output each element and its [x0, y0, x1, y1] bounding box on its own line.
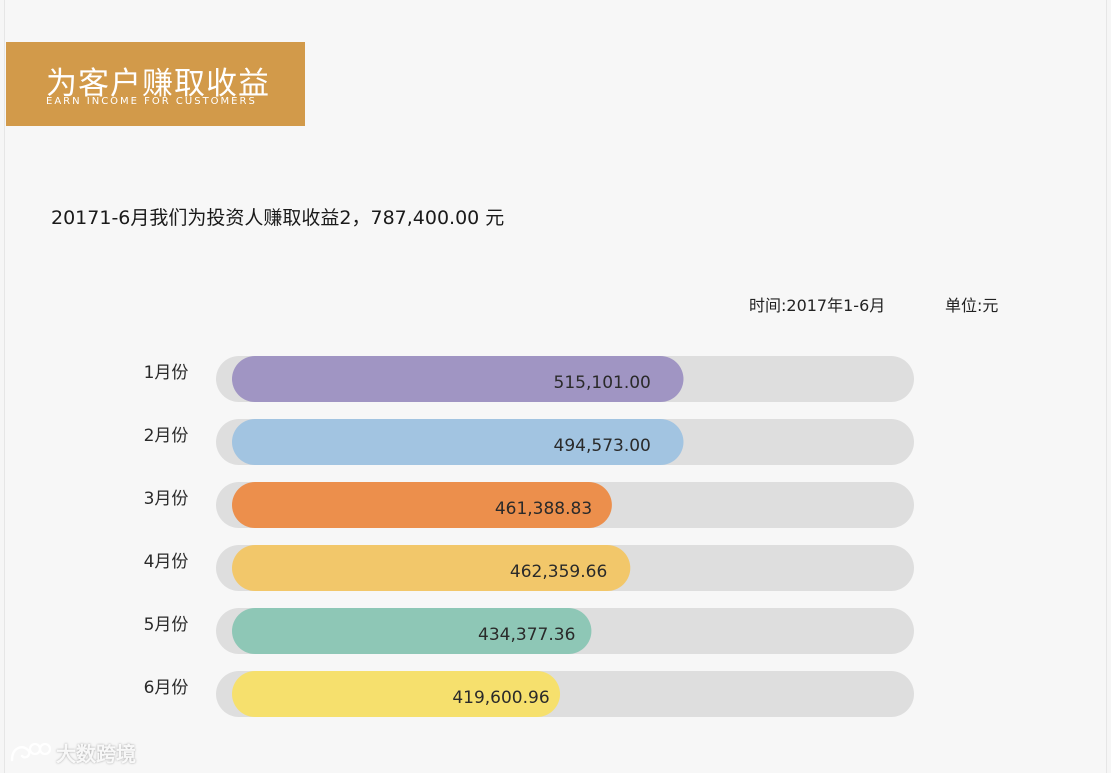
category-label: 5月份	[144, 615, 189, 635]
bar	[232, 545, 631, 591]
category-label: 3月份	[144, 489, 189, 509]
time-range-label: 时间:2017年1-6月	[749, 296, 886, 315]
category-label: 2月份	[144, 426, 189, 446]
watermark-text: 大数跨境	[56, 742, 136, 766]
monthly-earnings-chart: 1月份 515,101.00 2月份 494,573.00 3月份 461,388.83 4…	[144, 356, 914, 717]
value-label: 515,101.00	[554, 373, 651, 393]
watermark: 大数跨境	[8, 738, 136, 767]
bar	[232, 482, 612, 528]
category-label: 6月份	[144, 678, 189, 698]
unit-label: 单位:元	[945, 296, 999, 315]
summary-text: 20171-6月我们为投资人赚取收益2，787,400.00 元	[51, 207, 505, 229]
category-label: 1月份	[144, 363, 189, 383]
header-banner: 为客户赚取收益 EARN INCOME FOR CUSTOMERS	[6, 42, 305, 126]
header-subtitle: EARN INCOME FOR CUSTOMERS	[46, 96, 257, 107]
bar	[232, 608, 592, 654]
value-label: 461,388.83	[495, 499, 592, 519]
bar	[232, 356, 684, 402]
value-label: 494,573.00	[554, 436, 651, 456]
header-title: 为客户赚取收益	[46, 66, 270, 102]
brand-logo-icon	[10, 742, 52, 761]
value-label: 419,600.96	[452, 688, 549, 708]
value-label: 462,359.66	[510, 562, 607, 582]
category-label: 4月份	[144, 552, 189, 572]
bar	[232, 419, 684, 465]
bar	[232, 671, 561, 717]
value-label: 434,377.36	[478, 625, 575, 645]
